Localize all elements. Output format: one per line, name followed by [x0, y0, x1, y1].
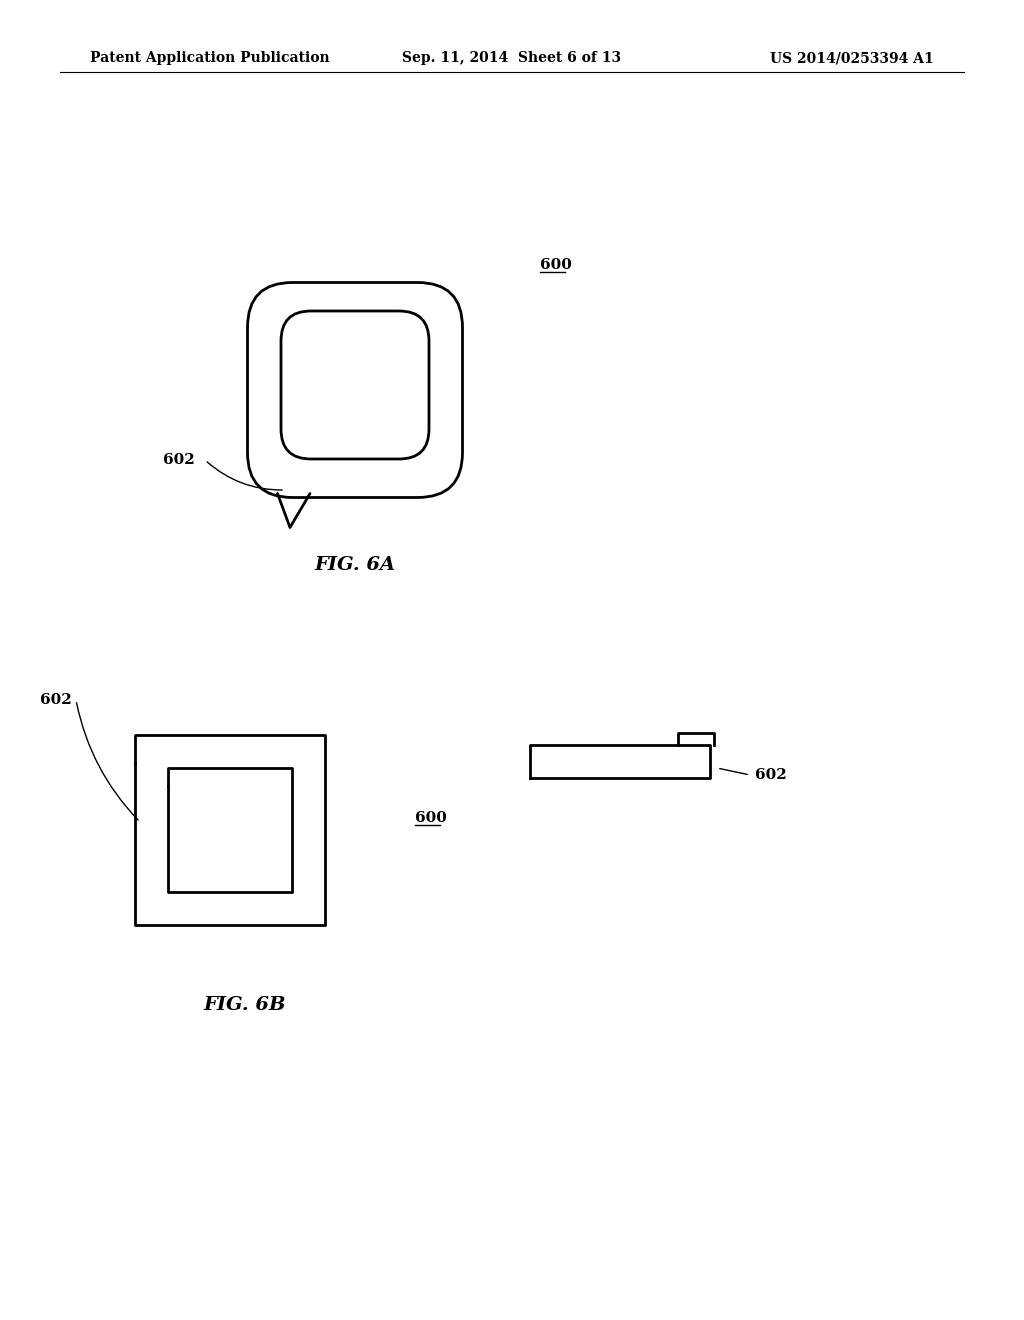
Text: 600: 600	[415, 810, 446, 825]
Text: 602: 602	[40, 693, 72, 708]
Text: 602: 602	[755, 768, 786, 781]
Text: Patent Application Publication: Patent Application Publication	[90, 51, 330, 65]
Text: 602: 602	[163, 453, 195, 467]
Text: 600: 600	[540, 257, 571, 272]
Text: Sep. 11, 2014  Sheet 6 of 13: Sep. 11, 2014 Sheet 6 of 13	[402, 51, 622, 65]
Text: US 2014/0253394 A1: US 2014/0253394 A1	[770, 51, 934, 65]
Text: FIG. 6B: FIG. 6B	[204, 997, 287, 1014]
Text: FIG. 6A: FIG. 6A	[314, 556, 395, 574]
